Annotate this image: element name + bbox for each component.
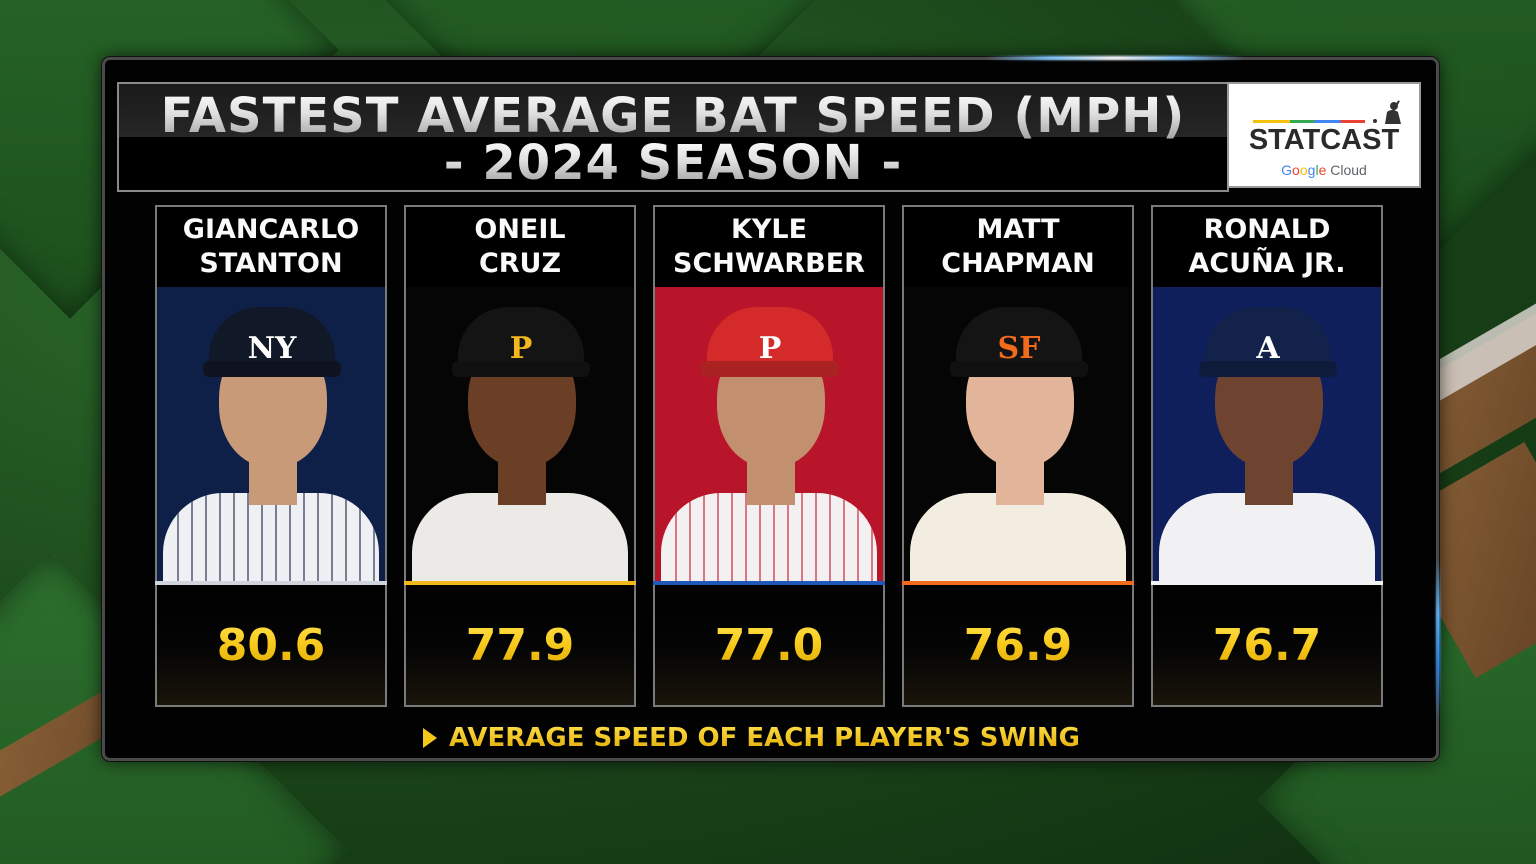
google-letter: o bbox=[1299, 162, 1308, 178]
bat-speed-value-box: 77.9 bbox=[404, 585, 636, 707]
jersey bbox=[910, 493, 1126, 585]
cap-brim bbox=[203, 361, 341, 377]
player-headshot: SF bbox=[902, 287, 1134, 585]
team-logo-icon: SF bbox=[997, 331, 1041, 366]
player-figure: P bbox=[655, 287, 883, 585]
team-logo-icon: NY bbox=[247, 331, 297, 366]
jersey bbox=[163, 493, 379, 585]
cap-brim bbox=[452, 361, 590, 377]
bat-speed-value: 76.9 bbox=[963, 619, 1073, 671]
player-name-box: RONALD ACUÑA JR. bbox=[1151, 205, 1383, 289]
player-card: GIANCARLO STANTON NY 80.6 bbox=[155, 205, 387, 707]
bat-speed-value: 80.6 bbox=[216, 619, 326, 671]
statcast-wordmark: STATCAST bbox=[1248, 124, 1400, 156]
footnote-text: AVERAGE SPEED OF EACH PLAYER'S SWING bbox=[449, 723, 1080, 753]
bat-speed-value: 77.0 bbox=[714, 619, 824, 671]
player-headshot: P bbox=[653, 287, 885, 585]
player-card: MATT CHAPMAN SF 76.9 bbox=[902, 205, 1134, 707]
player-figure: SF bbox=[904, 287, 1132, 585]
player-card: ONEIL CRUZ P 77.9 bbox=[404, 205, 636, 707]
google-letter: o bbox=[1292, 162, 1300, 178]
title-main: FASTEST AVERAGE BAT SPEED (MPH) bbox=[119, 88, 1227, 144]
player-first-name: MATT bbox=[976, 214, 1060, 245]
google-cloud-wordmark: Google Cloud bbox=[1229, 162, 1419, 178]
panel-glow-right bbox=[1436, 560, 1440, 720]
team-color-stripe bbox=[653, 581, 885, 586]
player-name-box: ONEIL CRUZ bbox=[404, 205, 636, 289]
google-letter: l bbox=[1315, 162, 1319, 178]
panel-glow-top bbox=[985, 56, 1245, 60]
player-figure: NY bbox=[157, 287, 385, 585]
player-first-name: KYLE bbox=[730, 214, 808, 245]
player-first-name: ONEIL bbox=[474, 214, 566, 245]
player-last-name: STANTON bbox=[199, 248, 343, 279]
batter-silhouette-icon bbox=[1385, 100, 1401, 124]
player-first-name: GIANCARLO bbox=[182, 214, 360, 245]
jersey bbox=[1159, 493, 1375, 585]
bat-speed-value-box: 76.9 bbox=[902, 585, 1134, 707]
cap-brim bbox=[950, 361, 1088, 377]
bat-speed-value-box: 77.0 bbox=[653, 585, 885, 707]
player-name-box: KYLE SCHWARBER bbox=[653, 205, 885, 289]
jersey bbox=[412, 493, 628, 585]
team-color-stripe bbox=[1151, 581, 1383, 586]
player-name-box: MATT CHAPMAN bbox=[902, 205, 1134, 289]
player-headshot: NY bbox=[155, 287, 387, 585]
google-letter: e bbox=[1318, 162, 1327, 178]
player-figure: A bbox=[1153, 287, 1381, 585]
google-letter: G bbox=[1281, 162, 1293, 178]
logo-dot bbox=[1373, 119, 1377, 123]
bat-speed-value: 77.9 bbox=[465, 619, 575, 671]
statcast-logo: STATCAST Google Cloud bbox=[1227, 82, 1421, 188]
player-last-name: SCHWARBER bbox=[673, 248, 865, 279]
cloud-word: Cloud bbox=[1330, 162, 1367, 178]
player-last-name: ACUÑA JR. bbox=[1188, 248, 1346, 279]
bat-speed-value: 76.7 bbox=[1212, 619, 1322, 671]
player-card: RONALD ACUÑA JR. A 76.7 bbox=[1151, 205, 1383, 707]
team-color-stripe bbox=[155, 581, 387, 586]
team-logo-icon: P bbox=[509, 331, 533, 366]
player-headshot: P bbox=[404, 287, 636, 585]
player-first-name: RONALD bbox=[1203, 214, 1331, 245]
footnote: AVERAGE SPEED OF EACH PLAYER'S SWING bbox=[423, 720, 1080, 756]
team-color-stripe bbox=[404, 581, 636, 586]
bat-speed-value-box: 76.7 bbox=[1151, 585, 1383, 707]
jersey bbox=[661, 493, 877, 585]
player-card: KYLE SCHWARBER P 77.0 bbox=[653, 205, 885, 707]
title-season: - 2024 SEASON - bbox=[119, 138, 1227, 188]
team-logo-icon: P bbox=[758, 331, 782, 366]
player-headshot: A bbox=[1151, 287, 1383, 585]
cap-brim bbox=[1199, 361, 1337, 377]
google-letter: g bbox=[1307, 162, 1316, 178]
title-banner: FASTEST AVERAGE BAT SPEED (MPH) - 2024 S… bbox=[117, 82, 1229, 192]
team-logo-icon: A bbox=[1256, 331, 1280, 366]
play-arrow-icon bbox=[423, 728, 437, 748]
cap-brim bbox=[701, 361, 839, 377]
team-color-stripe bbox=[902, 581, 1134, 586]
player-name-box: GIANCARLO STANTON bbox=[155, 205, 387, 289]
player-last-name: CRUZ bbox=[478, 248, 562, 279]
player-figure: P bbox=[406, 287, 634, 585]
graphic-panel: FASTEST AVERAGE BAT SPEED (MPH) - 2024 S… bbox=[102, 56, 1440, 761]
player-last-name: CHAPMAN bbox=[941, 248, 1095, 279]
bat-speed-value-box: 80.6 bbox=[155, 585, 387, 707]
logo-color-bar bbox=[1253, 120, 1365, 123]
